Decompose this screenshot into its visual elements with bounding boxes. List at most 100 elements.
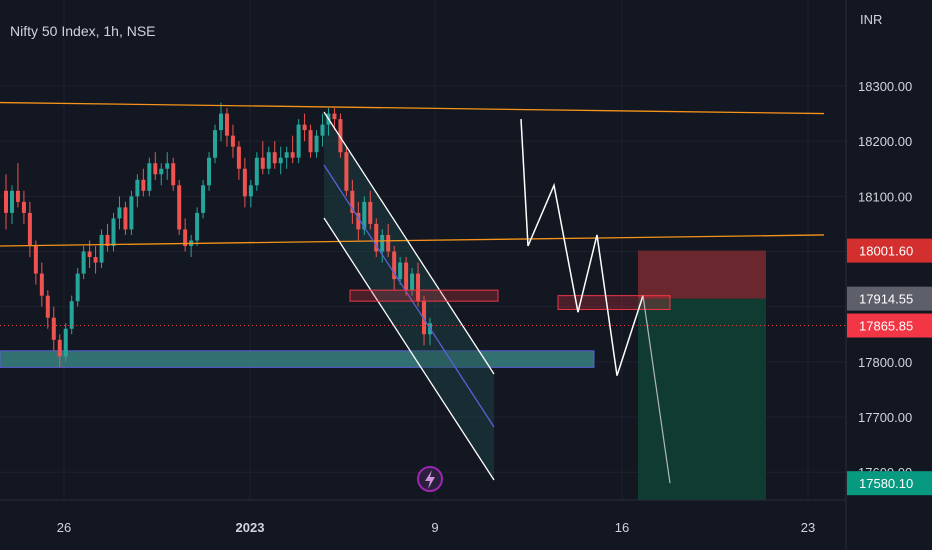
candle-body xyxy=(332,113,337,120)
candle-body xyxy=(236,146,241,169)
candle-body xyxy=(153,163,158,175)
price-tag-stop: 18001.60 xyxy=(847,238,932,263)
time-tick-label: 9 xyxy=(431,520,438,535)
candle-body xyxy=(398,262,403,280)
candle-body xyxy=(356,212,361,230)
candle-body xyxy=(147,163,152,191)
candle-body xyxy=(63,328,68,357)
currency-label: INR xyxy=(860,12,882,27)
candle-body xyxy=(386,234,391,252)
candle-body xyxy=(99,234,104,263)
candle-body xyxy=(422,301,427,335)
candle-body xyxy=(308,130,313,153)
candle-body xyxy=(368,201,373,224)
chart-title: Nifty 50 Index, 1h, NSE xyxy=(10,23,156,39)
price-tag-bg xyxy=(847,471,932,496)
price-tick-label: 17700.00 xyxy=(858,410,912,425)
candle-body xyxy=(201,185,206,213)
candle-body xyxy=(314,135,319,153)
upper-resistance-line xyxy=(0,101,825,115)
price-tag-bg xyxy=(847,313,932,338)
price-tag-label: 17914.55 xyxy=(859,292,913,307)
candle-body xyxy=(344,152,349,191)
channel-upper-line xyxy=(323,111,495,375)
candle-body xyxy=(278,157,283,164)
lower-resistance-line xyxy=(0,234,825,247)
alert-icon[interactable] xyxy=(417,466,443,492)
candle-body xyxy=(272,152,277,164)
candle-body xyxy=(410,273,415,291)
candle-body xyxy=(224,113,229,136)
candle-body xyxy=(81,251,86,274)
candle-body xyxy=(392,251,397,280)
candle-body xyxy=(171,163,176,186)
candle-body xyxy=(123,207,128,230)
candle-body xyxy=(159,168,164,175)
candle-body xyxy=(21,201,26,213)
time-axis[interactable]: 26 2023 9 16 23 xyxy=(57,520,815,535)
stop-loss-zone xyxy=(638,250,766,299)
time-tick-label: 2023 xyxy=(236,520,265,535)
candle-body xyxy=(111,218,116,246)
candle-body xyxy=(4,190,8,213)
candle-body xyxy=(93,257,98,263)
candle-body xyxy=(302,124,307,131)
candle-body xyxy=(320,124,325,136)
candle-body xyxy=(75,273,80,302)
candle-body xyxy=(207,157,212,186)
candle-body xyxy=(87,251,92,258)
candle-body xyxy=(266,152,271,169)
drawings xyxy=(0,101,846,484)
price-tick-label: 18200.00 xyxy=(858,134,912,149)
candle-body xyxy=(141,179,146,191)
candle-body xyxy=(9,190,14,213)
target-zone xyxy=(638,298,766,500)
candle-body xyxy=(230,135,235,147)
candle-body xyxy=(362,201,367,230)
supply-box xyxy=(349,289,499,302)
candle-body xyxy=(45,295,50,318)
candle-body xyxy=(248,185,253,197)
candle-body xyxy=(33,245,38,274)
price-tag-last: 17865.85 xyxy=(847,313,932,338)
candle-body xyxy=(213,130,218,158)
candle-body xyxy=(27,212,32,246)
price-tick-label: 17800.00 xyxy=(858,355,912,370)
price-tag-target: 17580.10 xyxy=(847,471,932,496)
price-tag-label: 17865.85 xyxy=(859,319,913,334)
time-tick-label: 23 xyxy=(801,520,815,535)
price-axis[interactable]: 18300.00 18200.00 18100.00 17800.00 17700.00… xyxy=(847,79,932,496)
price-tag-label: 18001.60 xyxy=(859,244,913,259)
price-tag-bg xyxy=(847,286,932,311)
forecast-path xyxy=(520,119,644,376)
candle-body xyxy=(39,273,44,296)
candle-body xyxy=(380,234,385,252)
candle-body xyxy=(135,179,140,197)
price-tag-entry: 17914.55 xyxy=(847,286,932,311)
price-tick-label: 18300.00 xyxy=(858,79,912,94)
time-tick-label: 26 xyxy=(57,520,71,535)
price-tag-label: 17580.10 xyxy=(859,476,913,491)
candle-body xyxy=(57,339,62,357)
price-tick-label: 18100.00 xyxy=(858,189,912,204)
candle-body xyxy=(165,163,170,169)
candle-body xyxy=(15,190,20,202)
candles xyxy=(4,102,432,368)
channel-mid-line xyxy=(323,164,495,428)
candle-body xyxy=(374,223,379,252)
price-tag-bg xyxy=(847,238,932,263)
candle-body xyxy=(350,190,355,213)
time-tick-label: 16 xyxy=(615,520,629,535)
candle-body xyxy=(183,229,188,246)
candle-body xyxy=(416,273,421,302)
forecast-target-leg xyxy=(642,295,671,484)
candle-body xyxy=(177,185,182,230)
candle-body xyxy=(129,196,134,230)
candle-body xyxy=(218,113,223,131)
candle-body xyxy=(105,234,110,246)
candle-body xyxy=(284,152,289,158)
candle-body xyxy=(260,157,265,169)
